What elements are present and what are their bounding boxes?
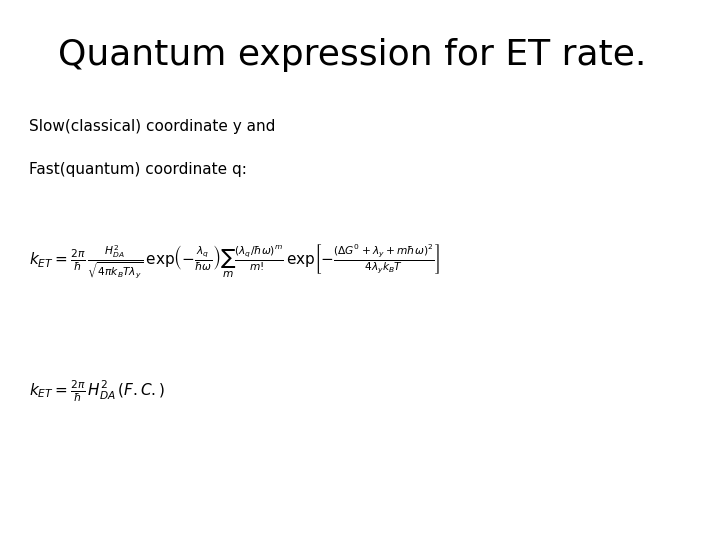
Text: $k_{ET} = \frac{2\pi}{\hbar}\, \frac{H_{DA}^{2}}{\sqrt{4\pi k_B T \lambda_y}}\,\: $k_{ET} = \frac{2\pi}{\hbar}\, \frac{H_{… [29,243,440,281]
Text: $k_{ET} = \frac{2\pi}{\hbar}\, H_{DA}^{2}\,(F.C.)$: $k_{ET} = \frac{2\pi}{\hbar}\, H_{DA}^{2… [29,378,165,403]
Text: Quantum expression for ET rate.: Quantum expression for ET rate. [58,38,646,72]
Text: Slow(classical) coordinate y and: Slow(classical) coordinate y and [29,119,275,134]
Text: Fast(quantum) coordinate q:: Fast(quantum) coordinate q: [29,162,247,177]
